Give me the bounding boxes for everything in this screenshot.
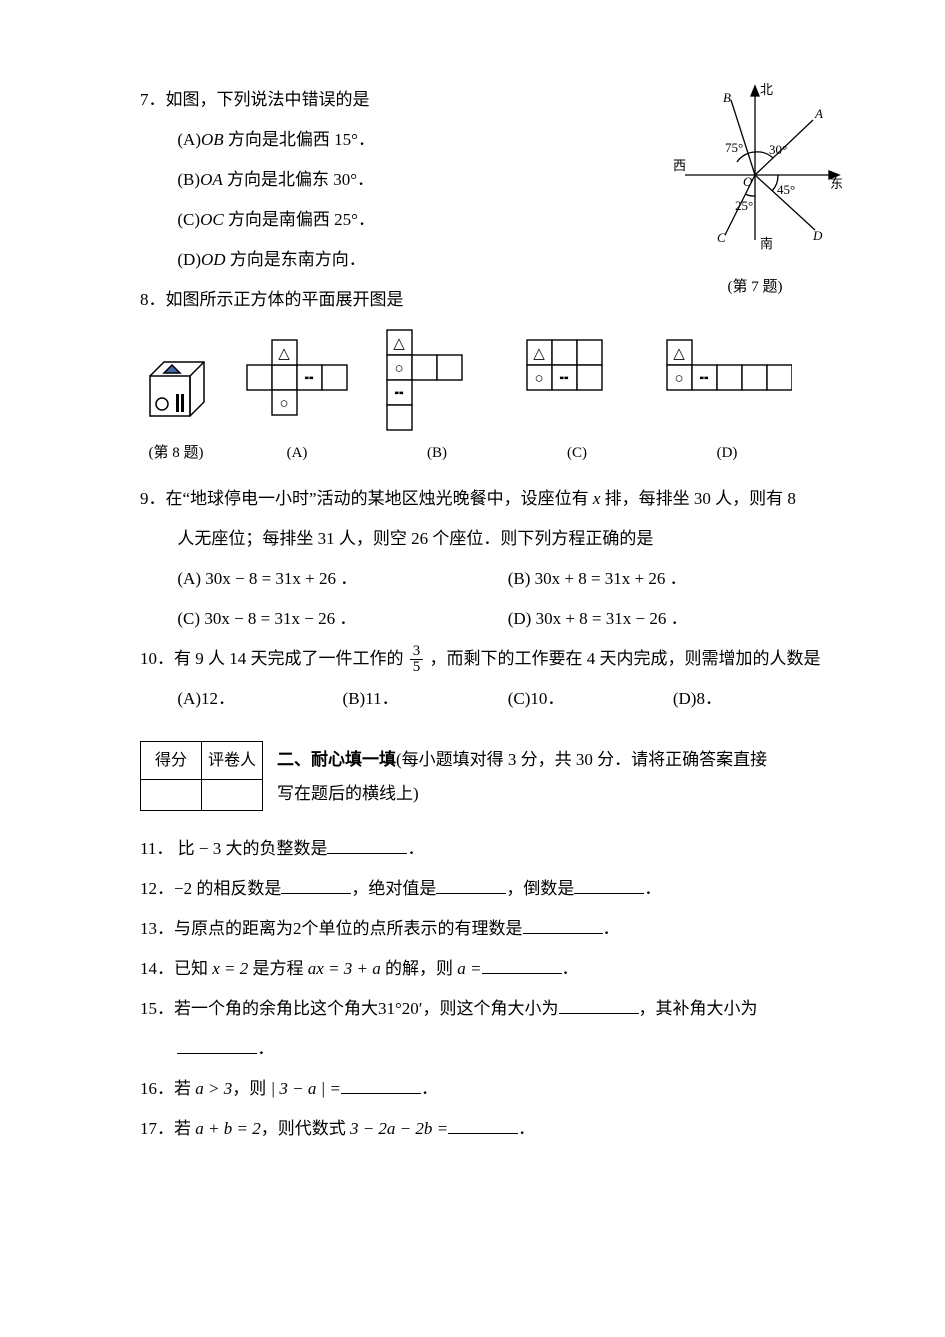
q8-label-c: (C) — [522, 436, 632, 471]
question-10: 10．有 9 人 14 天完成了一件工作的 35 ，而剩下的工作要在 4 天内完… — [140, 639, 855, 719]
question-9: 9．在“地球停电一小时”活动的某地区烛光晚餐中，设座位有 x 排，每排坐 30 … — [140, 479, 855, 639]
fig7-C: C — [717, 230, 726, 245]
svg-text:╍: ╍ — [559, 371, 568, 387]
q8-label-d: (D) — [662, 436, 792, 471]
blank[interactable] — [281, 876, 351, 894]
q8-net-a: △ ╍ ○ (A) — [242, 336, 352, 471]
question-11: 11． 比 − 3 大的负整数是． — [140, 829, 855, 869]
section-2-header: 得分评卷人 二、耐心填一填(每小题填对得 3 分，共 30 分．请将正确答案直接… — [140, 741, 855, 812]
svg-text:△: △ — [278, 346, 290, 362]
svg-text:○: ○ — [674, 371, 683, 387]
blank[interactable] — [177, 1036, 257, 1054]
fraction-3-5: 35 — [410, 644, 424, 675]
q9-opts-row2: (C) 30x − 8 = 31x − 26 ． (D) 30x + 8 = 3… — [140, 599, 855, 639]
svg-text:○: ○ — [279, 396, 288, 412]
fig7-O: O — [743, 174, 753, 189]
question-13: 13．与原点的距离为2个单位的点所表示的有理数是． — [140, 909, 855, 949]
question-17: 17．若 a + b = 2，则代数式 3 − 2a − 2b =． — [140, 1109, 855, 1149]
blank[interactable] — [482, 956, 562, 974]
fig7-A: A — [814, 106, 823, 121]
fig7-south: 南 — [760, 236, 773, 250]
q8-cube-caption: (第 8 题) — [140, 436, 212, 471]
blank[interactable] — [341, 1076, 421, 1094]
fig7-25: 25° — [735, 198, 753, 213]
fig7-D: D — [812, 228, 823, 243]
score-cell[interactable] — [141, 780, 202, 811]
q8-label-a: (A) — [242, 436, 352, 471]
svg-text:╍: ╍ — [304, 371, 313, 387]
svg-text:○: ○ — [394, 361, 403, 377]
figure-q7: 北 南 东 西 B A C D O 75° 30° 45° 25° (第 7 题… — [655, 80, 855, 306]
q8-net-b: △ ○ ╍ (B) — [382, 326, 492, 471]
fig7-75: 75° — [725, 140, 743, 155]
blank[interactable] — [448, 1116, 518, 1134]
fig7-B: B — [723, 90, 731, 105]
q9-opts-row1: (A) 30x − 8 = 31x + 26 ． (B) 30x + 8 = 3… — [140, 559, 855, 599]
fig7-45: 45° — [777, 182, 795, 197]
q10-opts: (A)12． (B)11． (C)10． (D)8． — [140, 679, 855, 719]
q8-net-d: △ ○ ╍ (D) — [662, 336, 792, 471]
q8-cube: (第 8 题) — [140, 354, 212, 471]
svg-text:△: △ — [533, 346, 545, 362]
question-16: 16．若 a > 3，则 | 3 − a | =． — [140, 1069, 855, 1109]
grader-header: 评卷人 — [202, 741, 263, 780]
blank[interactable] — [523, 916, 603, 934]
q8-stem: 8．如图所示正方体的平面展开图是 — [140, 280, 855, 320]
fig7-east: 东 — [830, 176, 843, 191]
fig7-30: 30° — [769, 142, 787, 157]
svg-text:○: ○ — [534, 371, 543, 387]
section-2-note2: 写在题后的横线上) — [277, 784, 419, 803]
question-7: 北 南 东 西 B A C D O 75° 30° 45° 25° (第 7 题… — [140, 80, 855, 280]
question-15: 15．若一个角的余角比这个角大31°20′，则这个角大小为，其补角大小为 ． — [140, 989, 855, 1069]
question-12: 12．−2 的相反数是，绝对值是，倒数是． — [140, 869, 855, 909]
blank[interactable] — [574, 876, 644, 894]
svg-text:╍: ╍ — [699, 371, 708, 387]
score-header: 得分 — [141, 741, 202, 780]
q8-net-c: △ ○ ╍ (C) — [522, 336, 632, 471]
q9-stem-line2: 人无座位；每排坐 31 人，则空 26 个座位．则下列方程正确的是 — [140, 519, 855, 559]
fig7-north: 北 — [760, 82, 773, 97]
svg-text:△: △ — [393, 336, 405, 352]
exam-page: 北 南 东 西 B A C D O 75° 30° 45° 25° (第 7 题… — [0, 0, 945, 1209]
section-2-title: 二、耐心填一填 — [277, 750, 396, 769]
question-14: 14．已知 x = 2 是方程 ax = 3 + a 的解，则 a =． — [140, 949, 855, 989]
fig7-west: 西 — [673, 158, 686, 173]
section-2-note: (每小题填对得 3 分，共 30 分．请将正确答案直接 — [396, 750, 767, 769]
question-8: 8．如图所示正方体的平面展开图是 — [140, 280, 855, 471]
blank[interactable] — [436, 876, 506, 894]
blank[interactable] — [559, 996, 639, 1014]
svg-text:╍: ╍ — [394, 386, 403, 402]
grader-cell[interactable] — [202, 780, 263, 811]
svg-text:△: △ — [673, 346, 685, 362]
q8-figures: (第 8 题) △ ╍ ○ — [140, 326, 855, 471]
blank[interactable] — [327, 836, 407, 854]
q8-label-b: (B) — [382, 436, 492, 471]
score-table: 得分评卷人 — [140, 741, 263, 812]
